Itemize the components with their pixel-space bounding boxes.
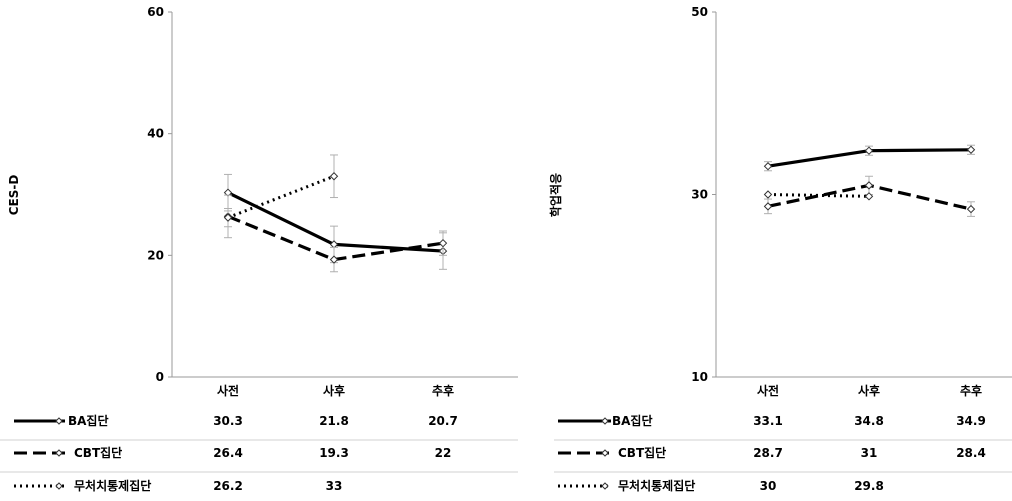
legend-marker [55,482,63,490]
data-point-marker [763,162,773,171]
x-tick-label: 추후 [432,383,454,398]
table-cell-value: 34.8 [854,414,884,428]
legend-marker [55,449,63,457]
data-point-marker [763,202,773,211]
legend-marker [601,417,609,425]
series-무처치통제집단 [763,190,874,201]
series-line [767,193,870,198]
data-table: BA집단 30.3 21.8 20.7 CBT집단 26.4 19.3 22 무처치통제집단 26… [0,413,518,493]
x-tick-label: 사후 [858,383,880,398]
table-cell-value: 28.4 [956,446,986,460]
series-BA집단 [223,173,448,270]
x-tick-label: 추후 [960,383,982,398]
x-tick-label: 사후 [323,383,345,398]
data-point-marker [864,181,874,190]
table-cell-value: 33.1 [753,414,783,428]
table-cell-value: 28.7 [753,446,783,460]
table-cell-value: 29.8 [854,479,884,493]
data-point-marker [966,204,976,214]
legend-label: BA집단 [68,413,109,428]
table-cell-value: 22 [435,446,452,460]
legend-label: CBT집단 [618,445,666,460]
table-cell-value: 26.2 [213,479,243,493]
series-CBT집단 [763,175,976,217]
legend-marker [601,449,609,457]
y-axis-label: 학업적응 [548,173,563,217]
y-axis-label: CES-D [7,175,21,216]
table-cell-value: 30.3 [213,414,243,428]
y-tick-label: 0 [156,370,164,384]
data-point-marker [438,238,448,248]
table-cell-value: 30 [760,479,777,493]
data-point-marker [864,192,874,201]
legend-marker [55,417,63,425]
y-tick-label: 60 [147,5,164,19]
series-BA집단 [763,144,976,172]
data-point-marker [763,190,773,199]
y-tick-label: 40 [147,127,164,141]
series-line [227,174,335,220]
legend-label: 무처치통제집단 [74,478,151,493]
table-cell-value: 34.9 [956,414,986,428]
y-tick-label: 30 [691,188,708,202]
x-tick-label: 사전 [217,383,239,398]
chart-panel-1: 0 20 40 60 CES-D 사전 사후 추후 BA집단 30.3 21.8 20.7 CBT집단 2… [0,5,518,493]
data-point-marker [966,145,976,154]
y-tick-label: 50 [691,5,708,19]
y-tick-label: 20 [147,248,164,262]
y-tick-label: 10 [691,370,708,384]
table-cell-value: 19.3 [319,446,349,460]
data-table: BA집단 33.1 34.8 34.9 CBT집단 28.7 31 28.4 무처치통제집단 30… [554,413,1012,493]
table-cell-value: 33 [326,479,343,493]
table-cell-value: 31 [861,446,878,460]
data-point-marker [223,213,233,222]
legend-marker [601,482,609,490]
series-무처치통제집단 [223,154,339,228]
legend-label: 무처치통제집단 [618,478,695,493]
x-tick-label: 사전 [757,383,779,398]
series-CBT집단 [223,194,448,273]
series-line [227,214,444,262]
legend-label: CBT집단 [74,445,122,460]
data-point-marker [864,146,874,155]
data-point-marker [329,172,339,181]
legend-label: BA집단 [612,413,653,428]
table-cell-value: 20.7 [428,414,458,428]
table-cell-value: 21.8 [319,414,349,428]
table-cell-value: 26.4 [213,446,243,460]
data-point-marker [329,255,339,264]
